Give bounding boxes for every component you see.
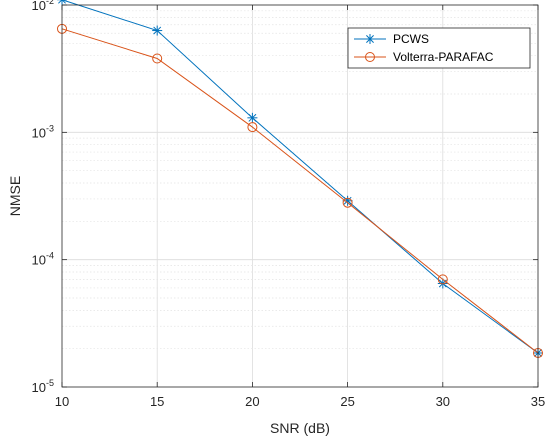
x-axis-label: SNR (dB) (270, 420, 330, 436)
data-point-circle (365, 52, 375, 62)
y-tick-label: 10-3 (32, 123, 54, 140)
legend-label: Volterra-PARAFAC (393, 50, 494, 64)
series-line-volterra-parafac (61, 28, 539, 354)
series-line-pcws (61, 0, 539, 354)
x-tick-label: 10 (55, 394, 69, 409)
data-point-circle (437, 274, 448, 285)
data-point-circle (152, 53, 163, 64)
x-tick-label: 15 (150, 394, 164, 409)
data-point-circle (247, 122, 258, 133)
x-tick-label: 30 (436, 394, 450, 409)
plot-frame (61, 4, 539, 388)
series-layer (57, 0, 543, 358)
data-point-asterisk (57, 0, 67, 5)
ticks: 10 15 20 25 30 35 10-2 10-3 10-4 10-5 (32, 0, 546, 409)
legend: PCWS Volterra-PARAFAC (347, 27, 531, 69)
data-point-circle (342, 197, 353, 208)
legend-box (347, 27, 531, 69)
y-axis-label: NMSE (7, 176, 23, 216)
y-tick-label: 10-4 (32, 251, 54, 268)
data-point-asterisk (365, 34, 375, 44)
grid (62, 5, 538, 387)
data-point-asterisk (247, 112, 258, 123)
x-tick-label: 20 (245, 394, 259, 409)
legend-label: PCWS (393, 32, 429, 46)
y-tick-label: 10-5 (32, 378, 54, 395)
x-tick-label: 25 (340, 394, 354, 409)
x-tick-label: 35 (531, 394, 545, 409)
y-tick-label: 10-2 (32, 0, 54, 13)
plot-area (62, 5, 538, 387)
data-point-asterisk (152, 25, 163, 36)
